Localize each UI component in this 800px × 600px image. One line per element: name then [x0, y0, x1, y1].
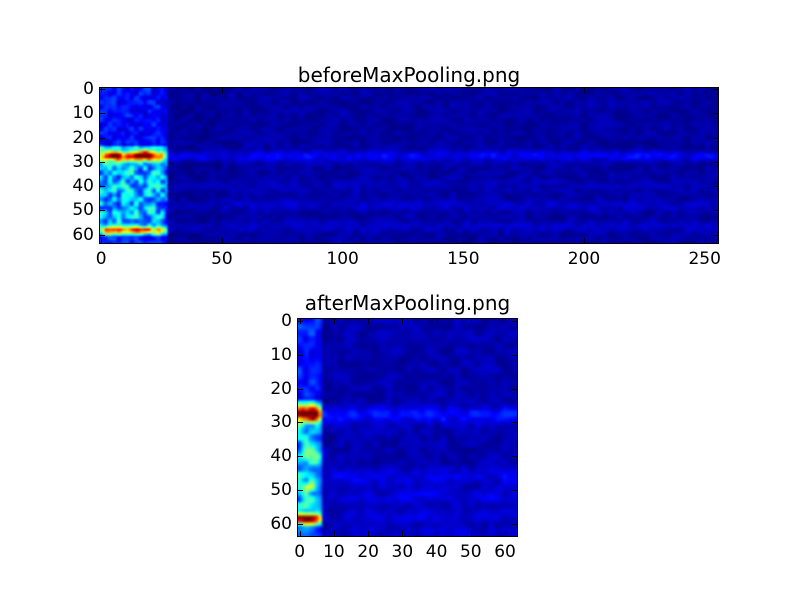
- x-tick-label: 0: [95, 249, 107, 269]
- x-tick-label: 100: [326, 249, 359, 269]
- tick-mark: [334, 319, 335, 324]
- tick-mark: [512, 422, 517, 423]
- tick-mark: [463, 88, 464, 93]
- y-tick-label: 10: [270, 344, 292, 365]
- x-tick-label: 20: [357, 542, 379, 562]
- heatmap-image-after-maxpooling: [298, 319, 517, 536]
- tick-mark: [100, 235, 105, 236]
- y-tick-label: 0: [83, 79, 94, 100]
- x-tick-label: 10: [323, 542, 345, 562]
- tick-mark: [584, 238, 585, 243]
- tick-mark: [437, 319, 438, 324]
- tick-mark: [298, 355, 303, 356]
- tick-mark: [584, 88, 585, 93]
- y-tick-label: 40: [270, 446, 292, 467]
- y-tick-label: 20: [270, 378, 292, 399]
- tick-mark: [343, 88, 344, 93]
- x-tick-label: 60: [494, 542, 516, 562]
- x-tick-label: 200: [567, 249, 601, 269]
- tick-mark: [505, 531, 506, 536]
- tick-mark: [705, 88, 706, 93]
- x-tick-label: 50: [459, 542, 482, 562]
- y-tick-label: 40: [72, 176, 94, 197]
- y-tick-label: 10: [72, 103, 94, 124]
- tick-mark: [512, 490, 517, 491]
- tick-mark: [713, 235, 718, 236]
- x-tick-label: 50: [211, 249, 233, 269]
- y-tick-label: 30: [72, 151, 94, 172]
- tick-mark: [222, 88, 223, 93]
- y-tick-label: 60: [270, 514, 292, 535]
- y-tick-label: 60: [72, 224, 94, 245]
- plot-area-before-maxpooling: [99, 87, 719, 244]
- plot-area-after-maxpooling: [297, 318, 518, 537]
- tick-mark: [713, 186, 718, 187]
- y-tick-label: 30: [270, 412, 292, 433]
- x-tick-label: 40: [425, 542, 448, 562]
- chart-title-before-maxpooling: beforeMaxPooling.png: [297, 63, 521, 87]
- tick-mark: [100, 113, 105, 114]
- x-tick-label: 250: [688, 249, 721, 269]
- tick-mark: [101, 88, 102, 93]
- tick-mark: [343, 238, 344, 243]
- tick-mark: [505, 319, 506, 324]
- tick-mark: [437, 531, 438, 536]
- tick-mark: [100, 210, 105, 211]
- tick-mark: [298, 524, 303, 525]
- tick-mark: [713, 210, 718, 211]
- tick-mark: [368, 319, 369, 324]
- y-tick-label: 0: [281, 310, 292, 331]
- tick-mark: [300, 531, 301, 536]
- y-tick-label: 50: [270, 480, 292, 501]
- tick-mark: [402, 531, 403, 536]
- y-tick-label: 50: [72, 200, 94, 221]
- tick-mark: [471, 531, 472, 536]
- tick-mark: [101, 238, 102, 243]
- tick-mark: [713, 113, 718, 114]
- tick-mark: [298, 490, 303, 491]
- tick-mark: [100, 162, 105, 163]
- tick-mark: [512, 321, 517, 322]
- tick-mark: [100, 89, 105, 90]
- tick-mark: [713, 138, 718, 139]
- tick-mark: [100, 186, 105, 187]
- tick-mark: [334, 531, 335, 536]
- tick-mark: [713, 89, 718, 90]
- tick-mark: [368, 531, 369, 536]
- tick-mark: [298, 389, 303, 390]
- tick-mark: [512, 456, 517, 457]
- tick-mark: [713, 162, 718, 163]
- tick-mark: [298, 456, 303, 457]
- x-tick-label: 150: [447, 249, 480, 269]
- tick-mark: [298, 321, 303, 322]
- tick-mark: [471, 319, 472, 324]
- tick-mark: [222, 238, 223, 243]
- tick-mark: [512, 389, 517, 390]
- tick-mark: [512, 355, 517, 356]
- tick-mark: [298, 422, 303, 423]
- y-tick-label: 20: [72, 127, 94, 148]
- tick-mark: [705, 238, 706, 243]
- x-tick-label: 0: [294, 542, 306, 562]
- x-tick-label: 30: [391, 542, 414, 562]
- tick-mark: [100, 138, 105, 139]
- tick-mark: [463, 238, 464, 243]
- tick-mark: [402, 319, 403, 324]
- tick-mark: [512, 524, 517, 525]
- heatmap-image-before-maxpooling: [100, 88, 718, 243]
- chart-title-after-maxpooling: afterMaxPooling.png: [304, 291, 511, 315]
